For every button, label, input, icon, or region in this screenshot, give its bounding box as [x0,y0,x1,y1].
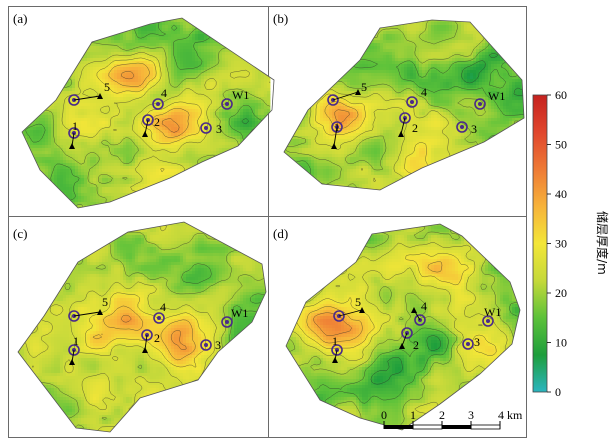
well-marker [331,310,494,356]
well-label: 4 [421,85,427,99]
thickness-map-a [22,18,271,208]
scale-tick-label: 2 [439,408,445,422]
well-label: 5 [355,295,361,309]
map-outline-c [17,221,267,433]
well-label: 1 [73,334,79,348]
map-outline-d [285,223,521,431]
colorbar-tick-label: 0 [555,385,561,399]
wells-b: 1 2 3 4 5 W1 [327,80,505,149]
well-label: 5 [102,295,108,309]
colorbar-ramp [532,94,548,393]
scale-bar: 0 1 2 3 4 km [381,408,523,430]
well-label: W1 [232,88,249,102]
colorbar-ticks: 0 10 20 30 40 50 60 [547,88,567,399]
well-label: 1 [332,334,338,348]
panel-label-d: (d) [273,226,288,241]
colorbar-tick-label: 40 [555,187,567,201]
colorbar: 0 10 20 30 40 50 60 储层厚度/m [532,88,610,399]
well-label: 4 [161,86,167,100]
map-outline-b [283,19,525,191]
colorbar-tick-label: 10 [555,336,567,350]
well-label: 3 [474,335,480,349]
well-label: 1 [334,120,340,134]
scale-tick-label: 3 [468,408,474,422]
well-label: 2 [412,121,418,135]
thickness-map-d [286,224,520,430]
well-label: 2 [154,115,160,129]
scale-tick-label: 1 [410,408,416,422]
wells-d: 1 2 3 4 5 W1 [331,295,501,363]
scale-tick-label: 0 [381,408,387,422]
well-bottom-markers [331,89,404,149]
well-bottom-markers [69,309,148,365]
well-label: 3 [216,122,222,136]
well-label: 4 [421,299,427,313]
wells-a: 1 2 3 4 5 W1 [68,80,249,149]
colorbar-tick-label: 30 [555,237,567,251]
well-label: 2 [154,331,160,345]
well-label: 3 [215,338,221,352]
well-bottom-markers [69,93,148,149]
scale-tick-label: 4 km [498,408,523,422]
wells-c: 1 2 3 4 5 W1 [68,295,248,365]
well-label: 4 [160,300,166,314]
well-label: 5 [104,80,110,94]
colorbar-tick-label: 50 [555,138,567,152]
thickness-map-b [284,20,524,190]
well-marker [68,94,233,139]
well-label: W1 [488,89,505,103]
well-label: 1 [72,119,78,133]
well-label: W1 [484,305,501,319]
well-label: 5 [361,80,367,94]
panel-label-a: (a) [13,11,27,26]
panel-label-b: (b) [273,11,288,26]
colorbar-tick-label: 20 [555,286,567,300]
map-outline-a [21,17,275,209]
panel-frame-d [268,216,527,438]
well-bottom-markers [332,307,417,363]
colorbar-tick-label: 60 [555,88,567,102]
well-label: 3 [471,122,477,136]
panel-label-c: (c) [13,226,27,241]
well-trajectories [332,91,406,147]
well-label: 2 [413,338,419,352]
colorbar-title: 储层厚度/m [595,211,610,275]
well-label: W1 [231,306,248,320]
